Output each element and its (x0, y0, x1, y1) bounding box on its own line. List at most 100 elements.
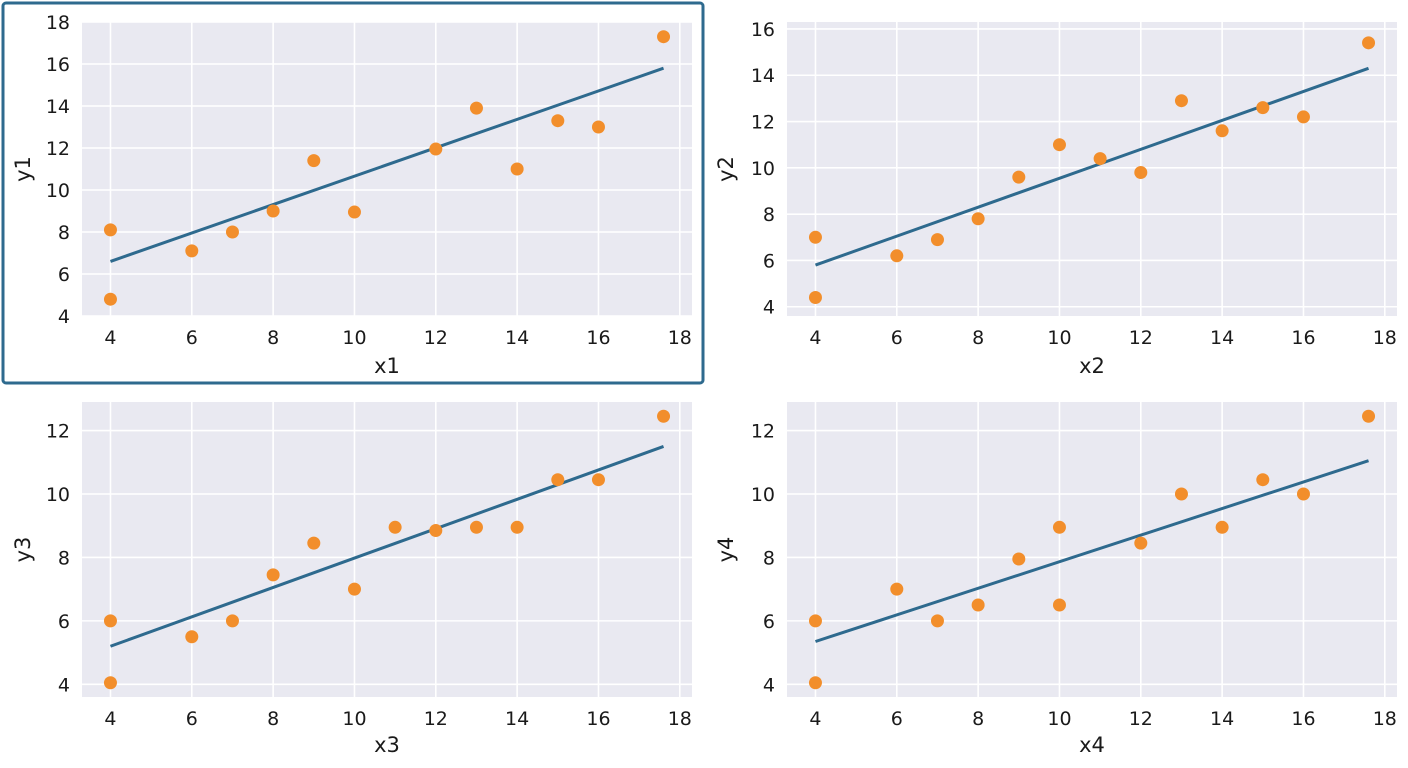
y-tick-label: 8 (58, 222, 70, 244)
data-point (429, 523, 443, 537)
y-tick-label: 4 (58, 674, 70, 696)
x-tick-label: 18 (1373, 708, 1397, 730)
data-point (890, 249, 904, 263)
y-tick-label: 6 (763, 250, 775, 272)
data-point (1296, 487, 1310, 501)
data-point (1052, 520, 1066, 534)
data-point (307, 536, 321, 550)
x-tick-label: 4 (104, 708, 116, 730)
x-axis-label: x4 (1079, 733, 1105, 757)
data-point (890, 582, 904, 596)
x-tick-label: 10 (1047, 708, 1071, 730)
x-tick-label: 12 (424, 327, 448, 349)
fit-line (109, 66, 665, 263)
chart-panel-2[interactable]: 4 6 8 10 12 14 16 18 4 6 8 10 12 14 16 x2 y2 (714, 19, 1397, 378)
y-tick-label: 10 (751, 158, 775, 180)
data-point (808, 614, 822, 628)
x-tick-label: 12 (1129, 708, 1153, 730)
data-point (266, 204, 280, 218)
data-point (971, 598, 985, 612)
y-tick-label: 14 (46, 96, 70, 118)
data-point (1093, 152, 1107, 166)
plot-area (82, 402, 692, 697)
data-point (657, 409, 671, 423)
x-tick-label: 6 (186, 708, 198, 730)
data-point (429, 142, 443, 156)
x-tick-label: 16 (586, 708, 610, 730)
x-tick-label: 14 (1210, 327, 1234, 349)
data-point (1052, 598, 1066, 612)
y-tick-label: 6 (763, 611, 775, 633)
data-point (1215, 124, 1229, 138)
data-point (103, 614, 117, 628)
data-point (225, 225, 239, 239)
data-point (808, 230, 822, 244)
x-tick-label: 6 (891, 327, 903, 349)
data-point (1362, 409, 1376, 423)
x-tick-label: 16 (1291, 327, 1315, 349)
selection-frame (1, 1, 705, 385)
y-tick-label: 6 (58, 264, 70, 286)
data-point (930, 233, 944, 247)
data-point (103, 223, 117, 237)
data-point (1012, 552, 1026, 566)
data-point (469, 101, 483, 115)
data-point (591, 120, 605, 134)
x-axis-label: x2 (1079, 354, 1105, 378)
x-axis-label: x1 (374, 354, 400, 378)
data-point (551, 473, 565, 487)
data-point (971, 212, 985, 226)
y-tick-label: 14 (751, 65, 775, 87)
chart-panel-1[interactable]: 4 6 8 10 12 14 16 18 4 6 8 10 12 14 16 18 x1 y1 (1, 1, 705, 385)
y-axis-label: y1 (11, 156, 35, 182)
x-tick-label: 12 (1129, 327, 1153, 349)
x-tick-label: 8 (972, 327, 984, 349)
data-point (657, 30, 671, 44)
chart-panel-3[interactable]: 4 6 8 10 12 14 16 18 4 6 8 10 12 x3 y3 (11, 402, 692, 757)
y-tick-label: 18 (46, 12, 70, 34)
x-tick-label: 8 (972, 708, 984, 730)
y-axis-label: y3 (11, 537, 35, 563)
data-point (1215, 520, 1229, 534)
y-tick-label: 10 (751, 484, 775, 506)
y-tick-label: 10 (46, 484, 70, 506)
plot-area (82, 22, 692, 316)
x-tick-label: 4 (809, 708, 821, 730)
x-axis-label: x3 (374, 733, 400, 757)
data-point (510, 162, 524, 176)
data-point (1256, 473, 1270, 487)
x-tick-label: 18 (668, 327, 692, 349)
x-tick-label: 16 (1291, 708, 1315, 730)
x-tick-label: 14 (505, 327, 529, 349)
data-point (1174, 487, 1188, 501)
x-tick-label: 14 (505, 708, 529, 730)
data-point (185, 630, 199, 644)
chart-panel-4[interactable]: 4 6 8 10 12 14 16 18 4 6 8 10 12 x4 y4 (714, 402, 1397, 757)
x-tick-label: 18 (668, 708, 692, 730)
data-point (388, 520, 402, 534)
y-tick-label: 4 (58, 306, 70, 328)
data-point (1012, 170, 1026, 184)
data-point (930, 614, 944, 628)
data-point (1296, 110, 1310, 124)
x-tick-label: 8 (267, 327, 279, 349)
x-tick-label: 6 (186, 327, 198, 349)
data-point (307, 154, 321, 168)
y-axis-label: y4 (714, 537, 738, 563)
data-point (1256, 101, 1270, 115)
data-point (266, 568, 280, 582)
data-point (808, 676, 822, 690)
data-point (347, 582, 361, 596)
data-point (591, 473, 605, 487)
x-tick-label: 14 (1210, 708, 1234, 730)
data-point (1134, 536, 1148, 550)
plot-area (787, 22, 1397, 316)
data-point (510, 520, 524, 534)
y-tick-label: 4 (763, 674, 775, 696)
x-tick-label: 10 (342, 327, 366, 349)
data-point (1362, 36, 1376, 50)
x-tick-label: 10 (342, 708, 366, 730)
data-point (551, 114, 565, 128)
y-tick-label: 8 (763, 204, 775, 226)
